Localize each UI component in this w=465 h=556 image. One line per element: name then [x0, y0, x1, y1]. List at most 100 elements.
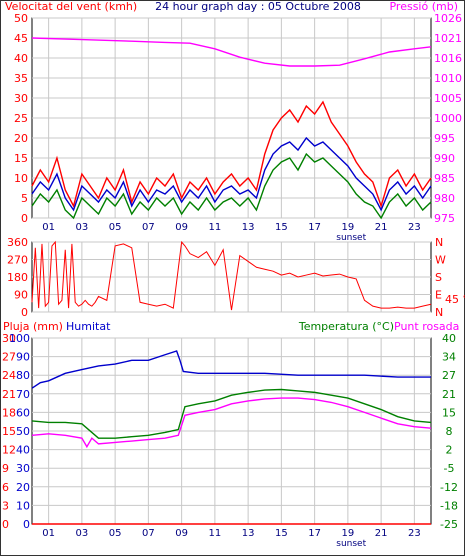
tick-label-pressure: 1016	[434, 52, 462, 65]
tick-label-hour: 11	[209, 222, 222, 233]
tick-label-rain: 18	[2, 406, 16, 419]
tick-label-pressure: 1010	[434, 72, 462, 85]
tick-label-hour: 03	[76, 528, 89, 539]
tick-label-humidity: 80	[16, 369, 30, 382]
series-line-0	[31, 37, 432, 67]
tick-label-hour: 05	[109, 528, 122, 539]
tick-label-wind: 45	[14, 32, 28, 45]
tick-label-rain: 9	[2, 462, 9, 475]
tick-label-pressure: 1021	[434, 32, 462, 45]
tick-label-pressure: 980	[434, 192, 455, 205]
tick-label-pressure: 975	[434, 212, 455, 225]
tick-label-wind: 10	[14, 172, 28, 185]
tick-label-temperature: 27	[442, 369, 456, 382]
tick-label-hour: 17	[308, 222, 321, 233]
tick-label-wind: 20	[14, 132, 28, 145]
tick-label-compass: S	[435, 271, 442, 284]
tick-label-wind: 50	[14, 12, 28, 25]
tick-label-compass: N	[435, 306, 443, 319]
tick-label-direction: 0	[21, 306, 28, 319]
tick-label-rain: 27	[2, 351, 16, 364]
tick-label-hour: 03	[76, 222, 89, 233]
humidity-label: Humitat	[66, 320, 111, 333]
tick-label-wind: 35	[14, 72, 28, 85]
series-line-1	[31, 100, 432, 209]
tick-label-humidity: 50	[16, 425, 30, 438]
tick-label-wind: 0	[21, 212, 28, 225]
tick-label-hour: 11	[209, 528, 222, 539]
rain-label: Pluja (mm)	[3, 320, 63, 333]
tick-label-pressure: 985	[434, 172, 455, 185]
tick-label-humidity: 0	[23, 518, 30, 531]
tick-label-humidity: 60	[16, 406, 30, 419]
wind-speed-label: Velocitat del vent (kmh)	[5, 0, 137, 13]
tick-label-hour: 21	[375, 222, 388, 233]
tick-label-rain: 12	[2, 444, 16, 457]
series-line-2	[31, 136, 432, 212]
tick-label-pressure: 995	[434, 132, 455, 145]
tick-label-rain: 15	[2, 425, 16, 438]
tick-label-temperature: -12	[440, 481, 458, 494]
sunset-label: sunset	[336, 539, 366, 549]
tick-label-compass: E	[435, 289, 442, 302]
chart-title: 24 hour graph day : 05 Octubre 2008	[155, 0, 361, 13]
tick-label-hour: 09	[175, 528, 188, 539]
tick-label-humidity: 90	[16, 351, 30, 364]
tick-label-wind: 30	[14, 92, 28, 105]
tick-label-hour: 15	[275, 528, 288, 539]
tick-label-temperature: 2	[446, 444, 453, 457]
tick-label-compass: N	[435, 236, 443, 249]
tick-label-humidity: 100	[9, 332, 30, 345]
tick-label-rain: 6	[2, 481, 9, 494]
tick-label-humidity: 30	[16, 462, 30, 475]
tick-label-wind: 5	[21, 192, 28, 205]
series-line-3	[31, 152, 432, 220]
series-line-2	[31, 397, 432, 449]
tick-label-pressure: 1026	[434, 12, 462, 25]
tick-label-rain: 0	[2, 518, 9, 531]
tick-label-hour: 13	[242, 528, 255, 539]
tick-label-hour: 19	[342, 528, 355, 539]
tick-label-hour: 21	[375, 528, 388, 539]
tick-label-temperature: 21	[442, 388, 456, 401]
tick-label-rain: 30	[2, 332, 16, 345]
tick-label-direction: 90	[14, 289, 28, 302]
tick-label-temperature: -25	[440, 518, 458, 531]
dewpoint-label: Punt rosada	[394, 320, 459, 333]
tick-label-wind: 40	[14, 52, 28, 65]
pressure-label: Pressió (mb)	[389, 0, 458, 13]
tick-label-hour: 17	[308, 528, 321, 539]
tick-label-hour: 23	[408, 222, 421, 233]
temperature-label: Temperatura (°C)	[298, 320, 394, 333]
tick-label-wind: 15	[14, 152, 28, 165]
tick-label-temperature: 34	[442, 351, 456, 364]
tick-label-hour: 23	[408, 528, 421, 539]
direction-readout: 45 °	[445, 293, 465, 306]
tick-label-humidity: 40	[16, 444, 30, 457]
tick-label-temperature: 40	[442, 332, 456, 345]
tick-label-temperature: 15	[442, 406, 456, 419]
tick-label-pressure: 1005	[434, 92, 462, 105]
tick-label-rain: 3	[2, 499, 9, 512]
tick-label-hour: 07	[142, 528, 155, 539]
tick-label-hour: 15	[275, 222, 288, 233]
tick-label-compass: W	[435, 254, 446, 267]
tick-label-hour: 01	[42, 528, 55, 539]
tick-label-rain: 24	[2, 369, 16, 382]
tick-label-humidity: 20	[16, 481, 30, 494]
tick-label-humidity: 70	[16, 388, 30, 401]
tick-label-direction: 360	[7, 236, 28, 249]
series-line-1	[31, 388, 432, 439]
series-line-0	[31, 350, 431, 389]
tick-label-hour: 01	[42, 222, 55, 233]
tick-label-pressure: 990	[434, 152, 455, 165]
tick-label-pressure: 1000	[434, 112, 462, 125]
tick-label-humidity: 10	[16, 499, 30, 512]
tick-label-hour: 13	[242, 222, 255, 233]
direction-line-0	[31, 240, 432, 311]
tick-label-temperature: -5	[444, 462, 455, 475]
tick-label-direction: 180	[7, 271, 28, 284]
tick-label-temperature: 8	[446, 425, 453, 438]
tick-label-direction: 270	[7, 254, 28, 267]
